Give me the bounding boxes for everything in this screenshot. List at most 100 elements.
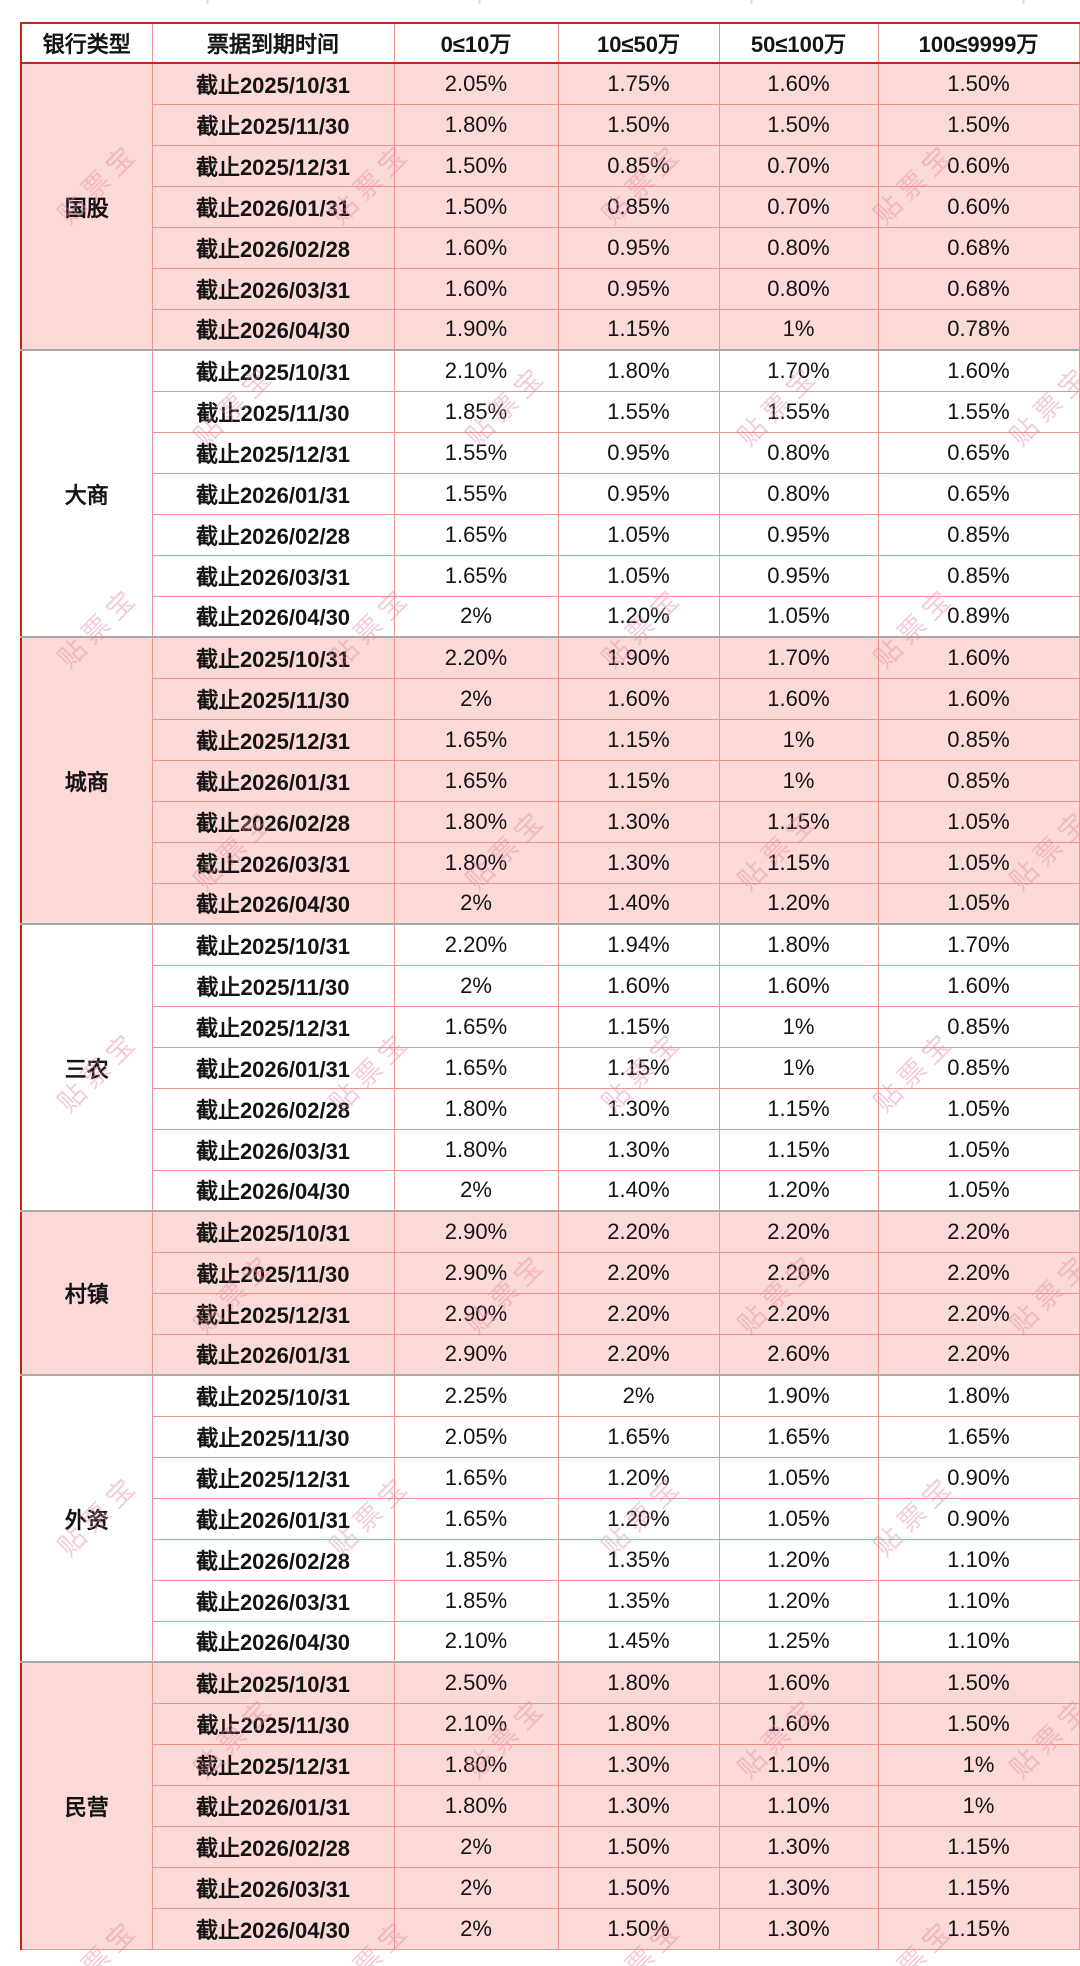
rate-cell: 0.80% (718, 226, 879, 269)
rate-cell: 1.60% (877, 349, 1080, 392)
table-row: 大商 截止2025/10/31 2.10% 1.80% 1.70% 1.60% (20, 349, 1080, 638)
table-row: 截止2026/01/31 1.80% 1.30% 1.10% 1% (21, 1784, 1080, 1827)
rate-cell: 2.20% (877, 1292, 1080, 1335)
rate-cell: 1.50% (877, 1702, 1080, 1745)
maturity-date-cell: 截止2025/10/31 (151, 349, 395, 392)
rate-cell: 2.20% (877, 1333, 1080, 1376)
rate-cell: 1.20% (718, 1579, 879, 1622)
rate-cell: 1.55% (877, 390, 1080, 433)
rate-cell: 1.80% (393, 1087, 559, 1130)
rate-cell: 1.30% (557, 841, 720, 884)
rate-cell: 1.35% (557, 1579, 720, 1622)
rate-cell: 1.05% (877, 882, 1080, 925)
rate-cell: 1.65% (557, 1415, 720, 1458)
rate-cell: 1.05% (557, 513, 720, 556)
rate-cell: 1.70% (718, 349, 879, 392)
rate-cell: 2.10% (393, 1702, 559, 1745)
rate-cell: 1.65% (877, 1415, 1080, 1458)
rate-cell: 1.65% (393, 1456, 559, 1499)
maturity-date-cell: 截止2026/02/28 (151, 1538, 395, 1581)
rate-cell: 1.20% (557, 1456, 720, 1499)
rate-cell: 2% (557, 1374, 720, 1417)
maturity-date-cell: 截止2025/10/31 (151, 1374, 395, 1417)
rate-cell: 1.80% (393, 1743, 559, 1786)
rate-cell: 2.20% (718, 1292, 879, 1335)
rate-cell: 1.05% (877, 800, 1080, 843)
rate-cell: 0.95% (718, 513, 879, 556)
rate-cell: 1.50% (877, 62, 1080, 105)
table-row: 截止2026/04/30 2% 1.20% 1.05% 0.89% (21, 595, 1080, 638)
table-row: 截止2026/01/31 1.50% 0.85% 0.70% 0.60% (21, 185, 1080, 228)
rate-cell: 0.95% (557, 472, 720, 515)
table-row: 外资 截止2025/10/31 2.25% 2% 1.90% 1.80% (20, 1374, 1080, 1663)
watermark-text: 贴票宝 (183, 0, 283, 9)
maturity-date-cell: 截止2026/01/31 (151, 1497, 395, 1540)
rate-cell: 1.70% (877, 923, 1080, 966)
maturity-date-cell: 截止2025/12/31 (151, 144, 395, 187)
rate-cell: 1.80% (393, 800, 559, 843)
rate-cell: 1.15% (557, 718, 720, 761)
rate-cell: 0.65% (877, 472, 1080, 515)
rate-cell: 2.20% (877, 1210, 1080, 1253)
rate-cell: 1.65% (393, 1497, 559, 1540)
rate-cell: 1.50% (877, 103, 1080, 146)
rate-cell: 0.85% (877, 554, 1080, 597)
table-row: 截止2026/02/28 1.80% 1.30% 1.15% 1.05% (21, 800, 1080, 843)
rate-cell: 1.50% (557, 1866, 720, 1909)
rate-cell: 2.10% (393, 1620, 559, 1663)
rate-cell: 1.85% (393, 1579, 559, 1622)
watermark-text: 贴票宝 (0, 358, 10, 452)
rate-cell: 1.15% (718, 841, 879, 884)
rate-cell: 1.15% (718, 1128, 879, 1171)
rate-cell: 1.10% (718, 1743, 879, 1786)
rate-cell: 1.75% (557, 62, 720, 105)
rate-cell: 0.85% (877, 759, 1080, 802)
table-row: 截止2026/04/30 2% 1.40% 1.20% 1.05% (21, 882, 1080, 925)
rate-cell: 1.60% (557, 964, 720, 1007)
maturity-date-cell: 截止2025/10/31 (151, 1661, 395, 1704)
watermark-text: 贴票宝 (999, 0, 1080, 9)
rate-cell: 2% (393, 1866, 559, 1909)
rate-cell: 2.20% (557, 1210, 720, 1253)
table-row: 截止2026/03/31 1.65% 1.05% 0.95% 0.85% (21, 554, 1080, 597)
rate-cell: 1% (718, 1005, 879, 1048)
maturity-date-cell: 截止2025/12/31 (151, 431, 395, 474)
rate-cell: 1.60% (718, 1702, 879, 1745)
rate-cell: 0.60% (877, 185, 1080, 228)
rate-cell: 0.85% (557, 185, 720, 228)
rate-cell: 2.25% (393, 1374, 559, 1417)
rate-cell: 1.45% (557, 1620, 720, 1663)
watermark-text: 贴票宝 (727, 0, 827, 9)
maturity-date-cell: 截止2026/04/30 (151, 1169, 395, 1212)
table-row: 截止2026/01/31 1.65% 1.20% 1.05% 0.90% (21, 1497, 1080, 1540)
rate-cell: 0.95% (557, 431, 720, 474)
rate-cell: 2.20% (877, 1251, 1080, 1294)
rate-cell: 1.70% (718, 636, 879, 679)
rate-cell: 2.20% (557, 1333, 720, 1376)
rate-cell: 1.60% (718, 1661, 879, 1704)
rate-cell: 1.80% (393, 103, 559, 146)
bank-type-cell: 外资 (20, 1374, 153, 1663)
table-row: 截止2026/03/31 1.85% 1.35% 1.20% 1.10% (21, 1579, 1080, 1622)
rate-cell: 2% (393, 1169, 559, 1212)
rate-cell: 1.50% (393, 144, 559, 187)
rate-cell: 1.90% (557, 636, 720, 679)
maturity-date-cell: 截止2026/01/31 (151, 185, 395, 228)
table-row: 截止2025/11/30 2% 1.60% 1.60% 1.60% (21, 964, 1080, 1007)
table-row: 截止2025/12/31 1.80% 1.30% 1.10% 1% (21, 1743, 1080, 1786)
rate-cell: 1.50% (557, 1825, 720, 1868)
maturity-date-cell: 截止2026/02/28 (151, 513, 395, 556)
table-row: 村镇 截止2025/10/31 2.90% 2.20% 2.20% 2.20% (20, 1210, 1080, 1376)
rate-cell: 0.68% (877, 267, 1080, 310)
watermark-text: 贴票宝 (0, 0, 11, 9)
rate-cell: 1.60% (877, 964, 1080, 1007)
rate-cell: 2% (393, 677, 559, 720)
table-row: 城商 截止2025/10/31 2.20% 1.90% 1.70% 1.60% (20, 636, 1080, 925)
rate-cell: 1.10% (877, 1538, 1080, 1581)
bank-type-cell: 国股 (20, 62, 153, 351)
table-row: 截止2026/01/31 1.65% 1.15% 1% 0.85% (21, 759, 1080, 802)
rate-cell: 1.05% (718, 1497, 879, 1540)
table-row: 截止2025/11/30 2.90% 2.20% 2.20% 2.20% (21, 1251, 1080, 1294)
rate-cell: 1.30% (557, 1087, 720, 1130)
table-row: 截止2026/04/30 2% 1.50% 1.30% 1.15% (21, 1907, 1080, 1950)
